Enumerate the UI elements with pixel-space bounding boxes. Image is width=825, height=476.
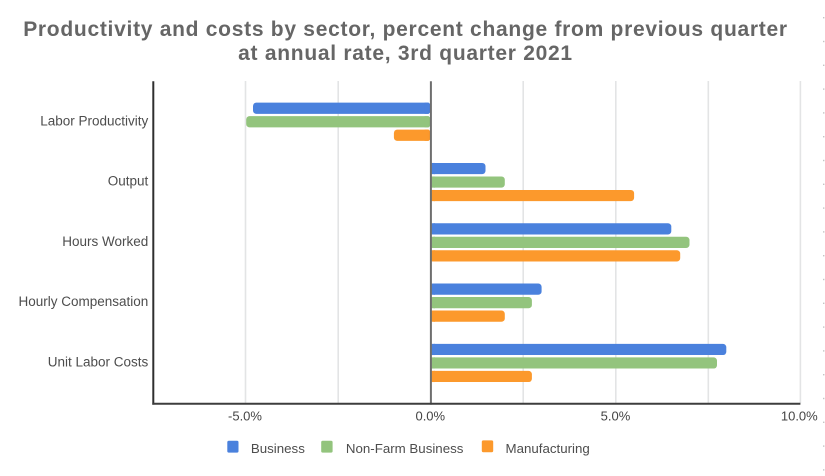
- svg-text:5.0%: 5.0%: [601, 409, 631, 424]
- svg-text:Hourly Compensation: Hourly Compensation: [18, 294, 148, 309]
- svg-text:Unit Labor Costs: Unit Labor Costs: [48, 355, 149, 370]
- svg-text:Hours Worked: Hours Worked: [62, 234, 148, 249]
- svg-text:0.0%: 0.0%: [415, 409, 445, 424]
- svg-text:Business: Business: [251, 441, 305, 456]
- svg-text:Productivity and costs by sect: Productivity and costs by sector, percen…: [23, 18, 788, 41]
- svg-text:Non-Farm Business: Non-Farm Business: [346, 441, 464, 456]
- svg-text:Manufacturing: Manufacturing: [506, 441, 590, 456]
- svg-text:-5.0%: -5.0%: [228, 409, 262, 424]
- svg-text:Output: Output: [108, 174, 149, 189]
- svg-text:Labor Productivity: Labor Productivity: [40, 113, 148, 128]
- svg-text:at annual rate, 3rd quarter 20: at annual rate, 3rd quarter 2021: [238, 42, 573, 65]
- svg-text:10.0%: 10.0%: [781, 409, 818, 424]
